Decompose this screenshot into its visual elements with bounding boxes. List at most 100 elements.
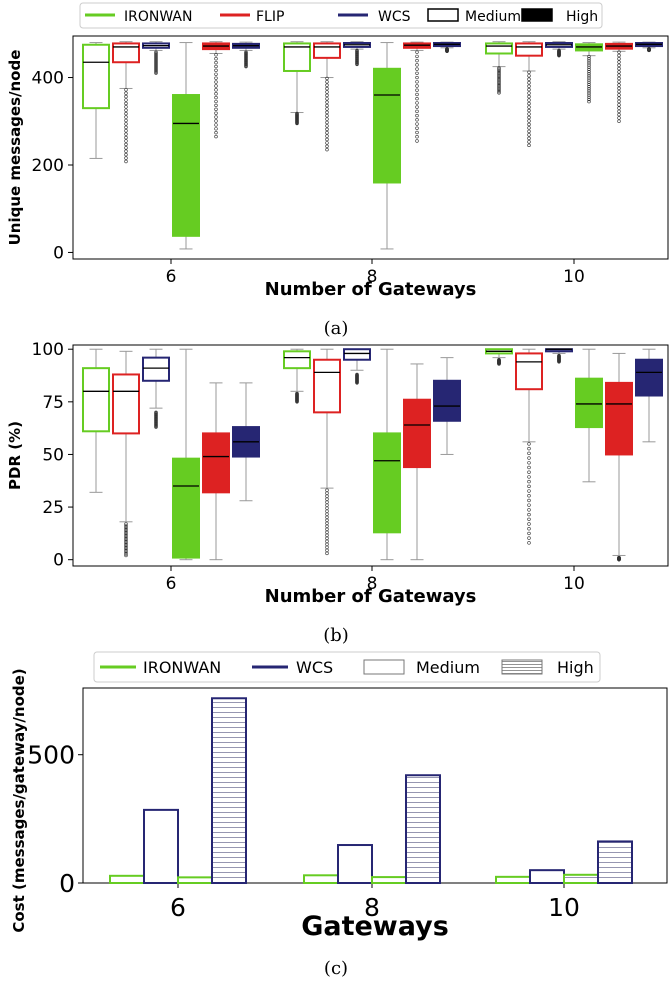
y-tick-label: 50 (42, 445, 64, 465)
box-body (403, 398, 431, 469)
box-ironwan-high-8 (373, 348, 401, 561)
x-axis-title-a: Number of Gateways (265, 279, 477, 300)
outlier-point (325, 117, 329, 121)
box-ironwan-high-6 (172, 42, 200, 250)
legend-a-swatch-high (521, 8, 553, 22)
outlier-point (415, 135, 419, 139)
outlier-point (527, 479, 531, 484)
legend-a-label-high: High (566, 9, 598, 25)
outlier-point (355, 372, 359, 377)
outlier-point (325, 134, 329, 138)
outlier-point (497, 87, 501, 91)
legend-c-label-medium: Medium (416, 658, 480, 677)
outlier-point (124, 522, 128, 526)
outlier-point (497, 69, 501, 74)
outlier-point (497, 67, 501, 71)
outlier-point (617, 86, 621, 91)
box-body (82, 367, 110, 433)
outlier-point (415, 54, 419, 59)
legend-a-label-medium: Medium (465, 9, 521, 25)
outlier-point (527, 94, 531, 99)
outlier-point (617, 99, 621, 104)
outlier-point (497, 81, 501, 86)
box-wcs-high-8 (433, 41, 461, 54)
box-body (112, 373, 140, 435)
outlier-point (527, 536, 531, 540)
box-flip-high-10 (605, 41, 633, 123)
outlier-point (527, 517, 531, 521)
box-wcs-high-10 (635, 348, 663, 443)
box-flip-medium-8 (313, 41, 341, 152)
outlier-point (214, 134, 218, 139)
outlier-point (124, 523, 128, 528)
box-body (172, 457, 200, 559)
outlier-point (527, 498, 531, 503)
outlier-point (214, 76, 218, 80)
box-flip-medium-6 (112, 41, 140, 164)
outlier-point (617, 93, 621, 97)
outlier-point (415, 71, 419, 76)
outlier-point (617, 76, 621, 81)
outlier-point (587, 54, 591, 59)
box-body (313, 42, 341, 59)
outlier-point (617, 53, 621, 58)
bar-ironwan-medium-8 (303, 874, 339, 884)
outlier-point (497, 85, 501, 89)
outlier-point (587, 56, 591, 61)
outlier-point (415, 92, 419, 97)
outlier-point (527, 461, 531, 465)
box-body (112, 42, 140, 64)
outlier-point (527, 140, 531, 144)
outlier-point (325, 76, 329, 81)
outlier-point (124, 149, 128, 153)
box-ironwan-high-8 (373, 42, 401, 250)
outlier-point (214, 80, 218, 84)
outlier-point (497, 73, 501, 77)
outlier-point (557, 48, 561, 53)
outlier-point (587, 59, 591, 63)
outlier-point (124, 94, 128, 99)
box-wcs-medium-6 (142, 41, 170, 75)
box-wcs-medium-10 (545, 348, 573, 364)
box-flip-high-10 (605, 352, 633, 562)
outlier-point (415, 118, 419, 122)
outlier-point (617, 70, 621, 74)
bar-ironwan-medium-6 (109, 874, 145, 885)
outlier-point (325, 120, 329, 125)
outlier-point (527, 112, 531, 116)
bar-wcs-medium-6 (143, 808, 179, 884)
legend-a-swatch-medium (427, 8, 459, 22)
outlier-point (124, 129, 128, 133)
box-body (635, 358, 663, 397)
x-tick-label: 10 (563, 574, 585, 594)
box-wcs-medium-8 (343, 41, 371, 67)
outlier-point (124, 108, 128, 112)
box-flip-medium-6 (112, 350, 140, 558)
outlier-point (587, 74, 591, 78)
box-wcs-high-6 (232, 41, 260, 69)
box-ironwan-medium-8 (283, 41, 311, 126)
x-tick-label: 6 (170, 893, 186, 922)
box-flip-high-6 (202, 41, 230, 139)
outlier-point (325, 137, 329, 142)
outlier-point (617, 106, 621, 110)
outlier-point (325, 114, 329, 118)
plot-frame-a (72, 35, 669, 260)
outlier-point (415, 63, 419, 67)
outlier-point (124, 91, 128, 95)
outlier-point (527, 70, 531, 74)
box-wcs-medium-6 (142, 348, 170, 429)
outlier-point (214, 68, 218, 73)
outlier-point (124, 118, 128, 123)
x-tick-label: 8 (367, 267, 378, 287)
outlier-point (527, 74, 531, 78)
outlier-point (325, 93, 329, 98)
y-axis-title-a: Unique messages/node (6, 50, 24, 246)
x-tick-label: 8 (364, 893, 380, 922)
box-flip-medium-10 (515, 41, 543, 148)
box-flip-high-8 (403, 363, 431, 561)
outlier-point (214, 111, 218, 115)
outlier-point (415, 113, 419, 118)
outlier-point (124, 152, 128, 157)
outlier-point (295, 111, 299, 116)
